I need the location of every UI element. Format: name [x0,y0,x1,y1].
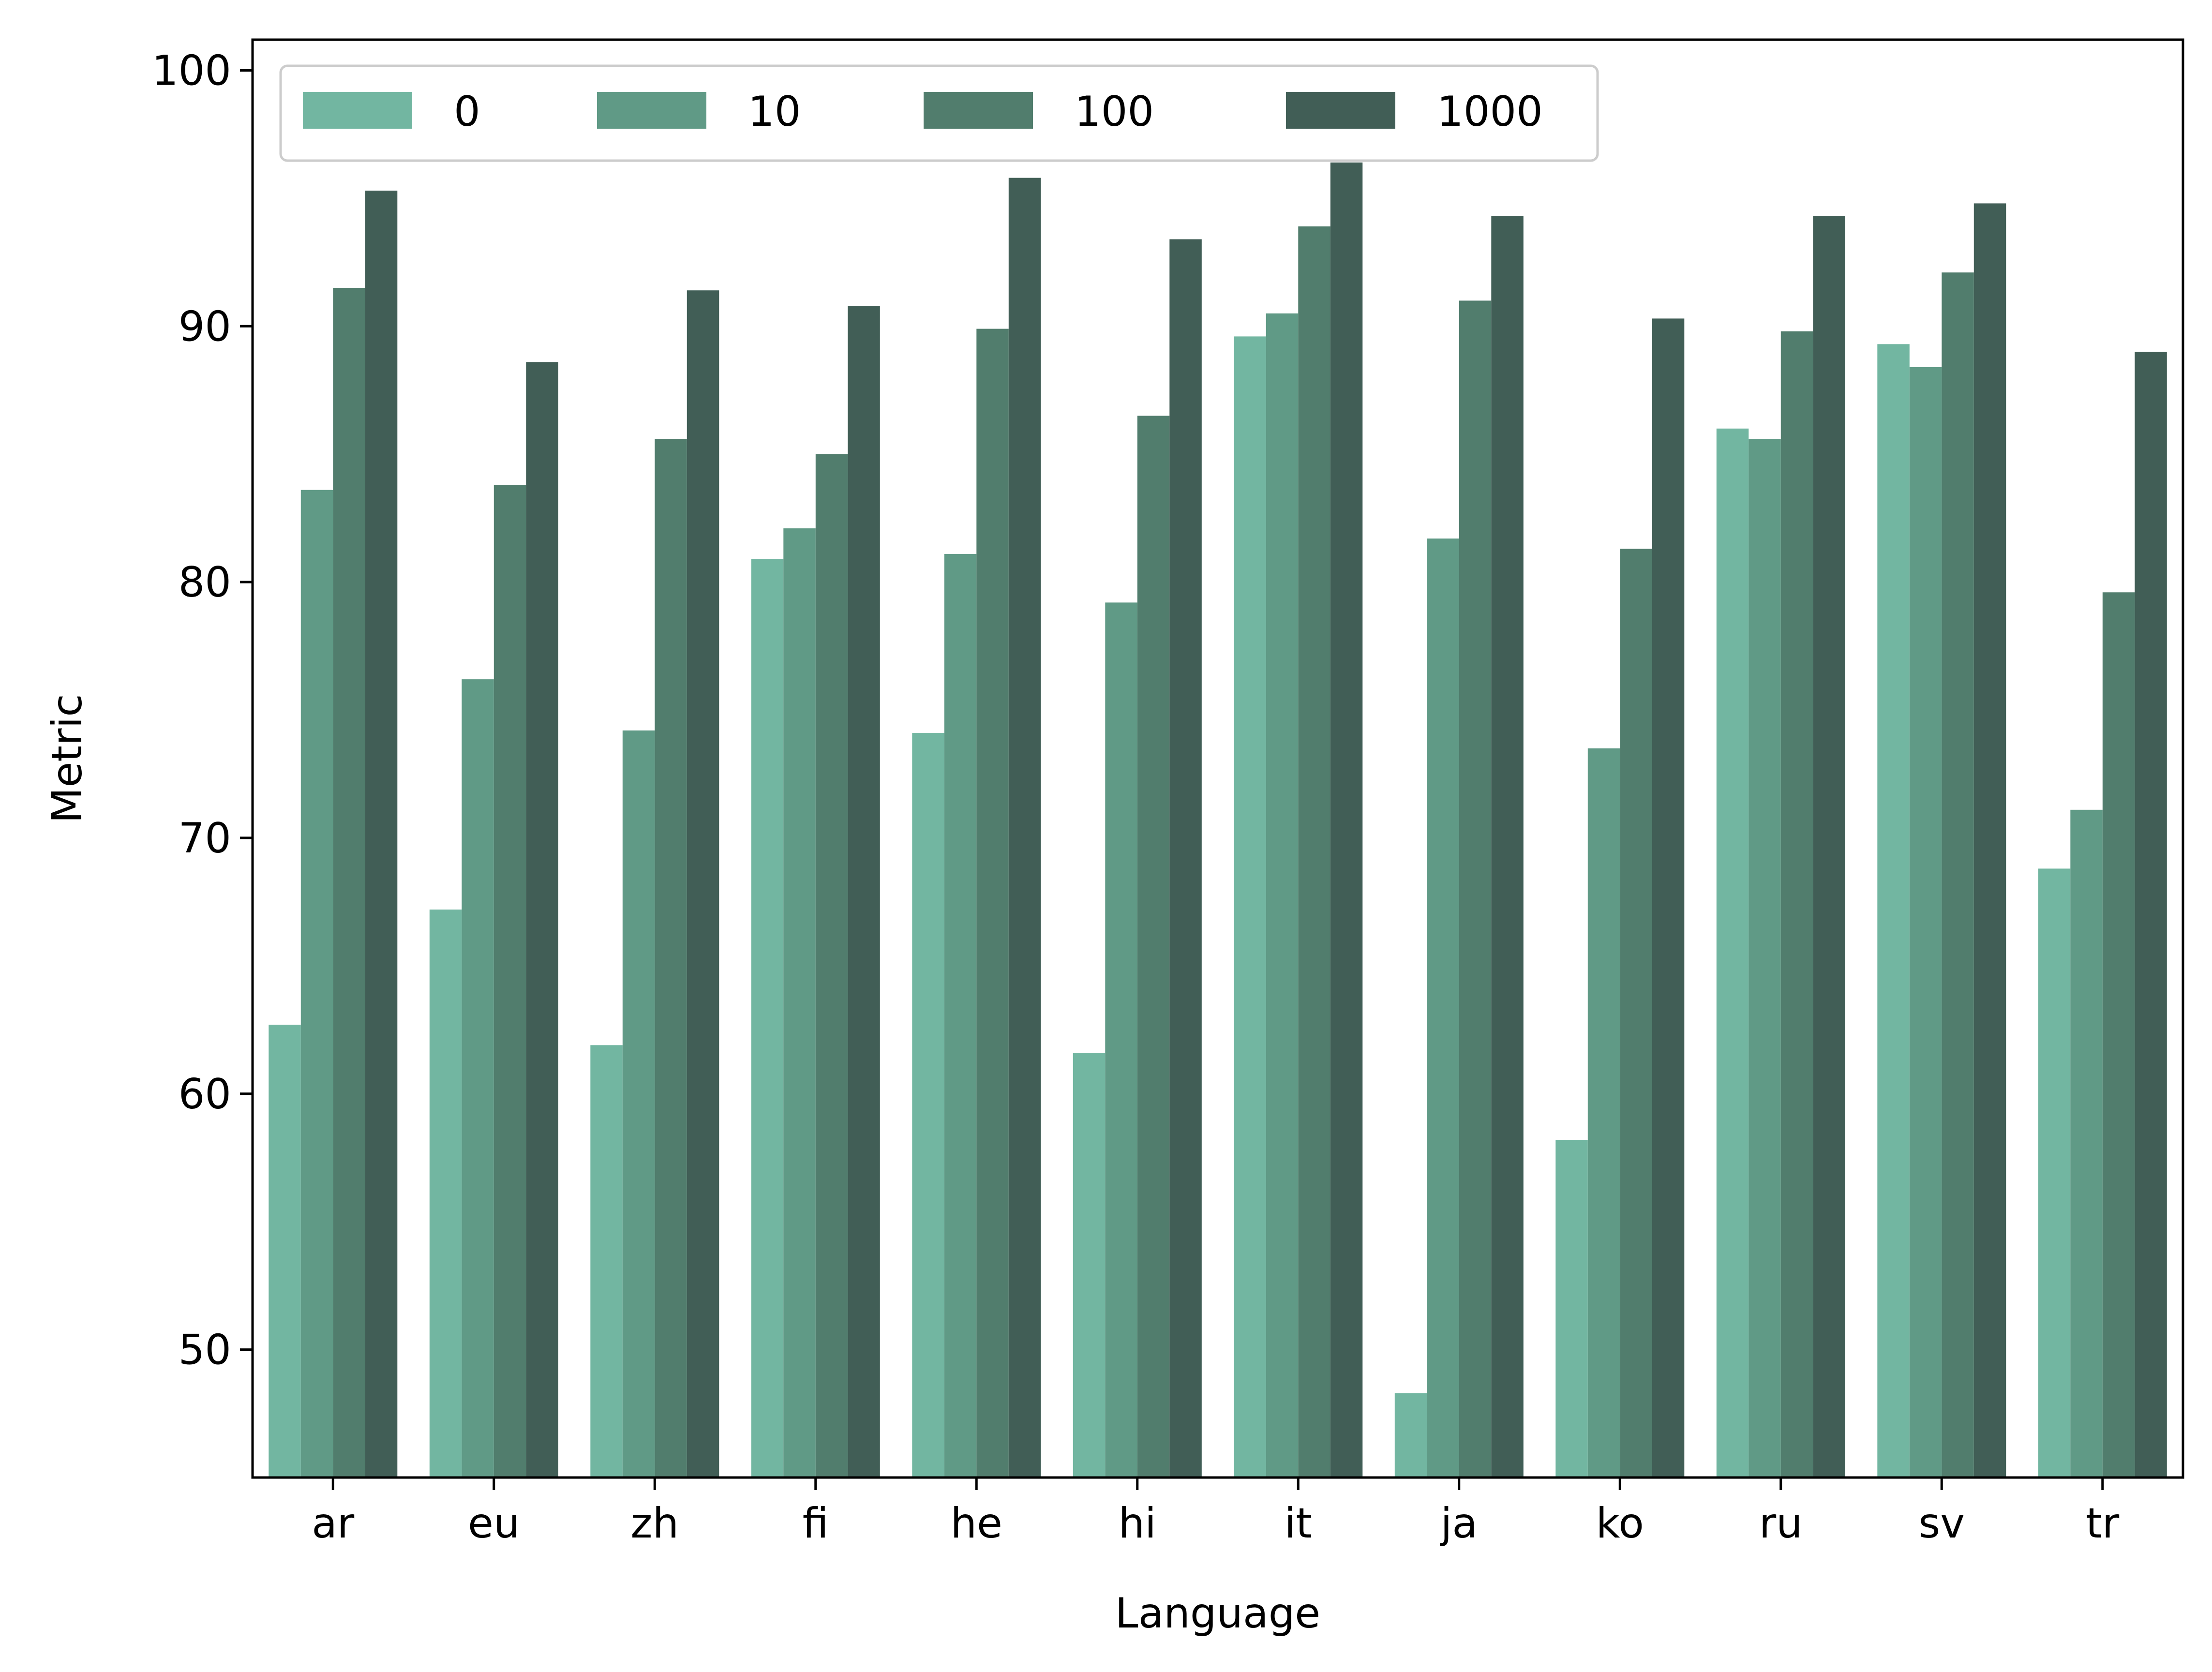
x-tick-label: ja [1439,1499,1478,1548]
y-tick-label: 80 [179,558,231,607]
bar-ru-0 [1716,428,1749,1478]
bar-zh-1000 [687,290,719,1478]
bar-ko-0 [1555,1140,1588,1478]
bars-layer [269,162,2167,1478]
bar-ko-100 [1620,549,1652,1478]
bar-sv-0 [1877,344,1910,1478]
bar-he-1000 [1008,178,1041,1478]
bar-eu-10 [462,679,494,1478]
x-tick-label: he [951,1499,1002,1548]
legend-label-1000: 1000 [1437,88,1543,136]
bar-hi-1000 [1169,239,1202,1478]
x-tick-label: ru [1759,1499,1803,1548]
x-tick-label: fi [803,1499,829,1548]
bar-ko-10 [1587,748,1620,1478]
bar-zh-100 [655,439,687,1478]
x-axis-label: Language [1115,1589,1320,1638]
legend-swatch-10 [597,92,706,129]
bar-ja-10 [1427,538,1459,1478]
bar-tr-1000 [2135,352,2167,1478]
bar-ar-1000 [365,191,398,1478]
bar-it-1000 [1330,162,1363,1478]
bar-ru-100 [1780,331,1813,1478]
bar-tr-0 [2038,868,2071,1478]
bar-ja-1000 [1491,216,1524,1478]
bar-sv-100 [1942,272,1974,1478]
bar-fi-1000 [848,306,880,1478]
x-tick-label: it [1284,1499,1312,1548]
bar-ar-10 [300,490,333,1478]
bar-ja-0 [1394,1393,1427,1478]
legend-swatch-1000 [1286,92,1395,129]
bar-eu-0 [429,910,462,1478]
bar-zh-0 [590,1045,623,1478]
legend-label-0: 0 [454,88,480,136]
bar-ar-100 [333,288,365,1478]
y-axis-label: Metric [43,694,91,823]
y-tick-label: 60 [179,1070,231,1119]
bar-fi-0 [751,559,784,1478]
bar-it-100 [1298,226,1330,1478]
x-tick-label: zh [630,1499,679,1548]
x-tick-label: hi [1119,1499,1156,1548]
bar-sv-10 [1909,367,1942,1478]
bar-eu-100 [493,485,526,1478]
bar-he-10 [944,553,977,1478]
bar-sv-1000 [1973,203,2006,1478]
y-tick-label: 70 [179,814,231,863]
legend-swatch-0 [303,92,412,129]
legend-label-10: 10 [748,88,801,136]
bar-it-0 [1234,336,1266,1478]
x-axis: ar eu zh fi he hi it ja ko ru sv tr [312,1478,2120,1548]
bar-ko-1000 [1652,318,1685,1478]
plot-frame [251,38,2184,1479]
bar-hi-10 [1105,602,1137,1478]
bar-zh-10 [622,730,655,1478]
x-tick-label: sv [1918,1499,1965,1548]
bar-eu-1000 [526,362,558,1478]
bar-he-0 [912,733,944,1478]
y-tick-label: 50 [179,1326,231,1374]
bar-tr-100 [2102,592,2135,1478]
bar-ru-10 [1749,439,1781,1478]
x-tick-label: tr [2086,1499,2120,1548]
bar-ja-100 [1459,300,1492,1478]
bar-fi-100 [815,454,848,1478]
x-tick-label: ar [312,1499,355,1548]
legend-swatch-100 [924,92,1033,129]
y-tick-label: 100 [152,46,231,95]
y-tick-label: 90 [179,302,231,351]
y-axis: 50 60 70 80 90 100 [152,46,253,1374]
bar-it-10 [1266,313,1299,1478]
bar-hi-0 [1073,1053,1106,1478]
bar-hi-100 [1137,416,1170,1478]
x-tick-label: ko [1596,1499,1644,1548]
x-tick-label: eu [468,1499,520,1548]
bar-fi-10 [783,528,816,1478]
bar-he-100 [976,328,1009,1478]
bar-ar-0 [269,1025,301,1478]
bar-tr-10 [2070,809,2103,1478]
bar-ru-1000 [1813,216,1845,1478]
legend: 0 10 100 1000 [279,64,1599,162]
legend-label-100: 100 [1075,88,1154,136]
